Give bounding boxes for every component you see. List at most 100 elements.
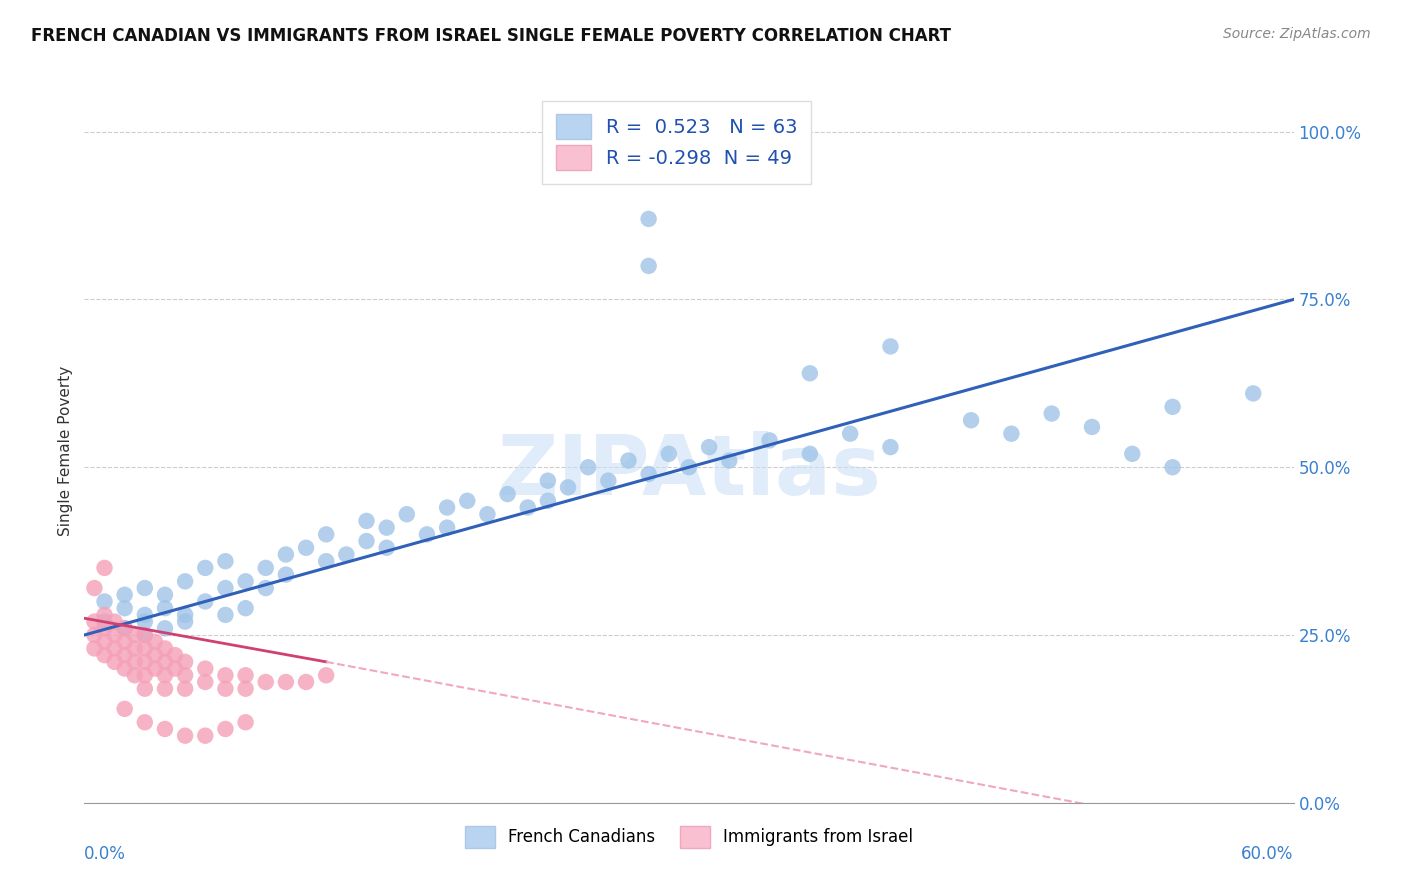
Point (174, 681, 197, 696)
Point (799, 447, 821, 461)
Y-axis label: Single Female Poverty: Single Female Poverty (58, 366, 73, 535)
Point (214, 607, 236, 622)
Point (1040, 407, 1063, 421)
Text: FRENCH CANADIAN VS IMMIGRANTS FROM ISRAEL SINGLE FEMALE POVERTY CORRELATION CHAR: FRENCH CANADIAN VS IMMIGRANTS FROM ISRAE… (31, 27, 950, 45)
Point (1000, 426, 1022, 441)
Point (93, 561, 115, 575)
Point (335, 548, 357, 562)
Point (134, 641, 156, 656)
Point (697, 440, 720, 454)
Point (114, 588, 136, 602)
Point (114, 621, 136, 635)
Point (153, 621, 176, 635)
Point (143, 662, 166, 676)
Point (153, 641, 176, 656)
Point (124, 655, 146, 669)
Point (537, 493, 560, 508)
Text: ZIPAtlas: ZIPAtlas (496, 431, 882, 512)
Point (114, 634, 136, 648)
Point (174, 607, 197, 622)
Point (235, 601, 257, 615)
Point (143, 634, 166, 648)
Point (83, 615, 105, 629)
Point (456, 493, 478, 508)
Point (254, 675, 277, 690)
Point (1241, 386, 1264, 401)
Point (436, 500, 458, 515)
Point (104, 655, 127, 669)
Point (274, 548, 297, 562)
Point (134, 607, 156, 622)
Point (315, 554, 337, 568)
Point (134, 655, 156, 669)
Point (718, 453, 741, 467)
Point (153, 588, 176, 602)
Point (879, 440, 901, 454)
Point (1161, 400, 1184, 414)
Point (93, 607, 115, 622)
Point (637, 467, 659, 481)
Point (879, 339, 901, 353)
Point (235, 715, 257, 730)
Point (143, 648, 166, 662)
Point (174, 668, 197, 682)
Point (235, 574, 257, 589)
Point (295, 675, 318, 690)
Point (477, 507, 499, 521)
Point (153, 601, 176, 615)
Point (839, 426, 862, 441)
Point (1121, 447, 1143, 461)
Point (134, 715, 156, 730)
Point (274, 675, 297, 690)
Point (658, 447, 681, 461)
Point (165, 648, 187, 662)
Point (83, 628, 105, 642)
Point (315, 668, 337, 682)
Point (165, 662, 187, 676)
Point (496, 487, 519, 501)
Point (134, 681, 156, 696)
Point (235, 681, 257, 696)
Point (576, 460, 599, 475)
Point (194, 729, 217, 743)
Point (134, 615, 156, 629)
Point (1161, 460, 1184, 475)
Point (960, 413, 983, 427)
Point (134, 628, 156, 642)
Point (93, 648, 115, 662)
Point (153, 655, 176, 669)
Point (375, 521, 398, 535)
Point (598, 474, 620, 488)
Point (214, 581, 236, 595)
Point (134, 668, 156, 682)
Point (114, 702, 136, 716)
Point (375, 541, 398, 555)
Point (1081, 420, 1104, 434)
Point (124, 641, 146, 656)
Point (356, 534, 378, 549)
Text: 0.0%: 0.0% (84, 845, 127, 863)
Point (214, 722, 236, 736)
Point (356, 514, 378, 528)
Point (315, 527, 337, 541)
Point (114, 601, 136, 615)
Point (194, 662, 217, 676)
Point (214, 554, 236, 568)
Point (637, 211, 659, 226)
Point (637, 259, 659, 273)
Point (153, 668, 176, 682)
Point (134, 581, 156, 595)
Point (194, 675, 217, 690)
Point (395, 507, 418, 521)
Point (93, 594, 115, 608)
Point (214, 668, 236, 682)
Point (214, 681, 236, 696)
Point (758, 434, 780, 448)
Text: Source: ZipAtlas.com: Source: ZipAtlas.com (1223, 27, 1371, 41)
Point (557, 480, 579, 494)
Text: 60.0%: 60.0% (1241, 845, 1294, 863)
Point (174, 729, 197, 743)
Point (416, 527, 439, 541)
Point (174, 615, 197, 629)
Point (104, 641, 127, 656)
